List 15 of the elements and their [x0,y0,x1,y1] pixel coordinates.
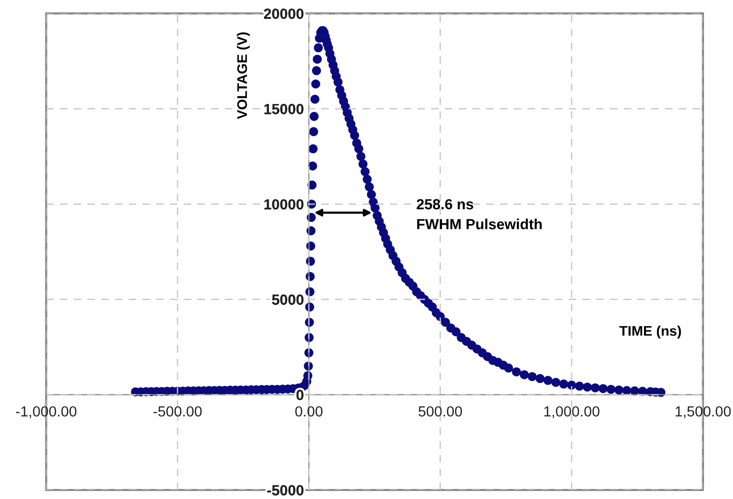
y-axis-title: VOLTAGE (V) [236,32,250,120]
x-tick-label: -1,000.00 [16,406,76,418]
x-tick-label: 1,500.00 [676,406,731,418]
annotation: 258.6 ns FWHM Pulsewidth [416,199,542,230]
x-tick-label: 500.00 [418,406,462,417]
x-axis-title: TIME (ns) [619,326,681,339]
y-tick-label: -5000 [267,485,304,496]
x-tick-label: -500.00 [153,406,202,417]
y-tick-label: 0 [296,390,304,400]
x-tick-label: 0.00 [295,406,323,417]
y-tick-label: 5000 [272,294,304,305]
y-tick-label: 10000 [264,199,304,210]
y-tick-label: 15000 [264,104,304,114]
y-tick-label: 20000 [264,8,304,19]
x-tick-label: 1,000.00 [544,406,600,418]
